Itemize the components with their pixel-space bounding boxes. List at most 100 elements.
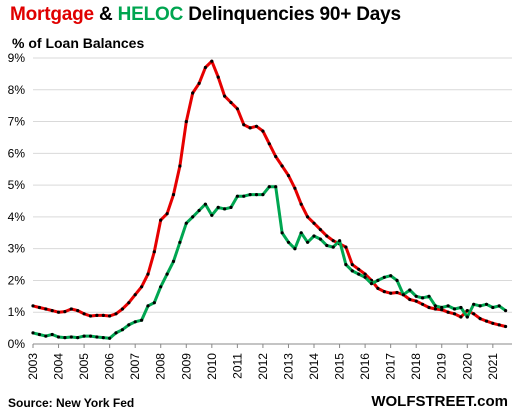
- mortgage-data-point: [363, 272, 367, 276]
- heloc-data-point: [152, 301, 156, 305]
- mortgage-data-point: [223, 94, 227, 98]
- mortgage-data-point: [452, 312, 457, 316]
- heloc-data-point: [63, 336, 67, 340]
- heloc-data-point: [120, 328, 124, 332]
- x-tick-label: 2005: [77, 353, 91, 380]
- heloc-data-point: [331, 245, 335, 249]
- mortgage-data-point: [504, 324, 508, 329]
- heloc-data-point: [242, 194, 246, 198]
- heloc-data-point: [261, 193, 265, 197]
- heloc-data-point: [421, 296, 425, 300]
- x-tick-label: 2012: [256, 353, 270, 380]
- mortgage-data-point: [140, 285, 144, 289]
- mortgage-data-point: [203, 65, 207, 70]
- mortgage-data-point: [376, 286, 380, 290]
- heloc-data-point: [325, 243, 329, 248]
- heloc-data-point: [223, 207, 227, 211]
- heloc-data-point: [229, 205, 233, 209]
- mortgage-data-point: [350, 263, 354, 267]
- heloc-data-point: [433, 304, 437, 308]
- heloc-data-point: [299, 231, 303, 235]
- mortgage-data-point: [414, 299, 418, 303]
- mortgage-data-point: [146, 272, 150, 276]
- heloc-data-point: [376, 278, 380, 282]
- heloc-data-point: [44, 334, 48, 338]
- mortgage-data-point: [63, 310, 67, 314]
- mortgage-data-point: [382, 290, 386, 294]
- heloc-data-point: [465, 315, 469, 319]
- chart-title: Mortgage & HELOC Delinquencies 90+ Days: [10, 4, 401, 26]
- heloc-data-point: [108, 336, 112, 340]
- mortgage-data-point: [440, 308, 444, 312]
- mortgage-data-point: [325, 234, 329, 238]
- mortgage-data-point: [491, 321, 495, 325]
- mortgage-data-point: [88, 314, 93, 318]
- heloc-data-point: [127, 323, 131, 327]
- mortgage-data-point: [133, 293, 137, 297]
- heloc-data-point: [401, 293, 405, 297]
- heloc-data-point: [350, 269, 354, 273]
- x-tick-label: 2021: [486, 353, 500, 380]
- title-heloc: HELOC: [117, 4, 184, 25]
- mortgage-data-point: [306, 215, 310, 219]
- heloc-data-point: [31, 331, 35, 335]
- mortgage-data-point: [280, 164, 284, 168]
- heloc-data-point: [235, 194, 239, 198]
- y-tick-label: 6%: [8, 146, 26, 160]
- x-tick-label: 2011: [230, 353, 244, 379]
- heloc-data-point: [197, 208, 201, 213]
- y-tick-label: 9%: [8, 51, 26, 65]
- mortgage-data-point: [184, 120, 188, 124]
- heloc-data-point: [95, 335, 99, 339]
- x-tick-label: 2018: [409, 353, 423, 380]
- mortgage-data-point: [465, 309, 469, 313]
- heloc-data-point: [69, 335, 73, 339]
- mortgage-data-point: [229, 100, 233, 105]
- heloc-data-point: [427, 294, 431, 298]
- x-tick-label: 2008: [154, 353, 168, 380]
- x-tick-label: 2013: [281, 353, 295, 380]
- mortgage-data-point: [76, 309, 80, 313]
- mortgage-data-point: [216, 75, 220, 79]
- heloc-data-point: [267, 185, 271, 189]
- x-tick-label: 2006: [103, 353, 117, 380]
- heloc-data-point: [452, 307, 457, 311]
- title-mortgage: Mortgage: [10, 4, 94, 25]
- mortgage-data-point: [191, 91, 195, 95]
- mortgage-data-point: [44, 307, 48, 311]
- heloc-data-point: [338, 239, 342, 243]
- x-tick-label: 2020: [460, 353, 474, 380]
- mortgage-data-point: [357, 267, 361, 271]
- mortgage-data-point: [395, 290, 399, 295]
- heloc-data-point: [440, 305, 444, 310]
- heloc-data-point: [216, 205, 220, 209]
- heloc-data-point: [408, 288, 412, 292]
- x-tick-label: 2014: [307, 353, 321, 380]
- mortgage-data-point: [267, 142, 271, 146]
- heloc-data-point: [178, 240, 182, 244]
- mortgage-data-point: [433, 307, 437, 311]
- mortgage-data-point: [293, 186, 297, 190]
- mortgage-data-point: [497, 323, 501, 327]
- mortgage-data-point: [254, 124, 259, 128]
- heloc-data-point: [37, 332, 42, 337]
- heloc-data-point: [363, 275, 367, 279]
- heloc-data-point: [203, 202, 207, 206]
- heloc-data-point: [159, 285, 163, 289]
- mortgage-data-point: [408, 297, 412, 302]
- heloc-data-point: [293, 247, 297, 251]
- x-tick-label: 2009: [179, 353, 193, 380]
- brand-logo-text: WOLFSTREET.com: [371, 393, 508, 410]
- mortgage-data-point: [69, 307, 73, 311]
- heloc-data-point: [191, 215, 195, 219]
- heloc-data-point: [312, 234, 316, 238]
- heloc-data-point: [446, 304, 450, 308]
- mortgage-data-point: [82, 312, 86, 316]
- mortgage-data-point: [235, 107, 239, 111]
- mortgage-data-point: [31, 304, 35, 308]
- mortgage-data-point: [248, 126, 252, 130]
- heloc-data-point: [369, 282, 374, 286]
- heloc-data-point: [101, 336, 105, 340]
- heloc-data-point: [395, 278, 399, 282]
- x-tick-label: 2019: [435, 353, 449, 380]
